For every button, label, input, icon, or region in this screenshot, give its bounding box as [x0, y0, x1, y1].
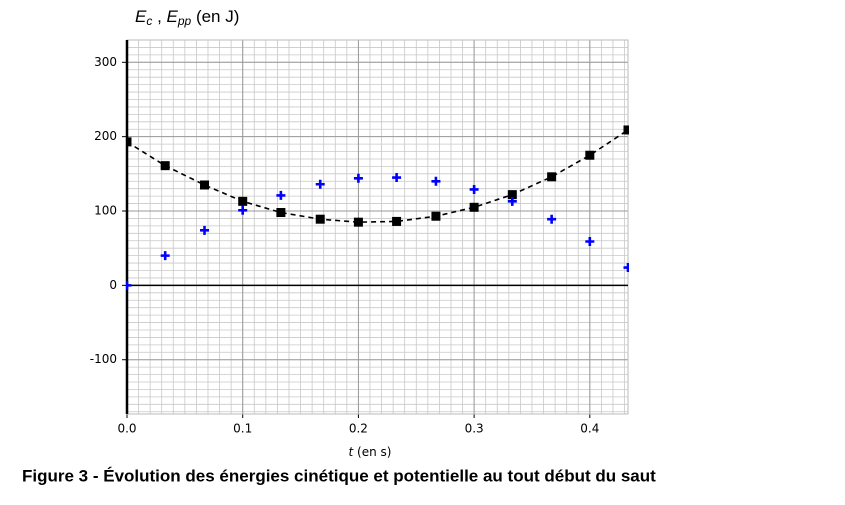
plus-point	[238, 205, 248, 215]
y-tick-label: 0	[109, 278, 117, 292]
square-point	[585, 150, 595, 160]
fit-line	[126, 129, 629, 223]
square-point	[353, 217, 363, 227]
y-label-part: ,	[152, 7, 166, 26]
plus-point	[507, 196, 517, 206]
y-tick-label: 200	[94, 129, 117, 143]
plus-point	[160, 251, 170, 261]
y-axis-label: Ec , Epp (en J)	[135, 7, 239, 28]
plus-point	[276, 190, 286, 200]
plot-frame	[126, 39, 629, 415]
plus-point	[469, 184, 479, 194]
plus-point	[200, 225, 210, 235]
y-label-part: E	[167, 7, 179, 26]
square-point	[469, 202, 479, 212]
plus-point	[585, 236, 595, 246]
square-point	[200, 180, 210, 190]
x-tick-label: 0.1	[233, 422, 252, 436]
caption: Figure 3 - Évolution des énergies cinéti…	[22, 466, 656, 485]
x-tick-label: 0.3	[465, 422, 484, 436]
plus-point	[353, 173, 363, 183]
y-label-part: E	[135, 7, 147, 26]
square-point	[623, 125, 629, 135]
data	[126, 125, 629, 290]
y-label-part: pp	[177, 14, 192, 28]
square-point	[126, 137, 132, 147]
x-tick-label: 0.0	[117, 422, 136, 436]
square-point	[160, 161, 170, 171]
x-tick-label: 0.4	[580, 422, 599, 436]
plus-point	[392, 173, 402, 183]
y-label-part: c	[146, 14, 152, 28]
plus-point	[126, 280, 132, 290]
y-tick-label: 100	[94, 204, 117, 218]
square-point	[547, 172, 557, 182]
x-tick-label: 0.2	[349, 422, 368, 436]
plus-point	[623, 263, 629, 273]
square-point	[238, 196, 248, 206]
y-tick-label: -100	[90, 352, 117, 366]
plus-point	[315, 179, 325, 189]
y-label-part: (en J)	[191, 7, 239, 26]
grid	[126, 39, 628, 414]
square-point	[392, 216, 402, 226]
x-axis-label: t (en s)	[349, 445, 392, 459]
x-label-part: t	[349, 445, 355, 459]
square-point	[431, 211, 441, 221]
square-point	[315, 214, 325, 224]
square-point	[507, 190, 517, 200]
plus-point	[547, 214, 557, 224]
x-label-part: (en s)	[353, 445, 391, 459]
y-tick-label: 300	[94, 55, 117, 69]
square-point	[276, 208, 286, 218]
plus-point	[431, 176, 441, 186]
